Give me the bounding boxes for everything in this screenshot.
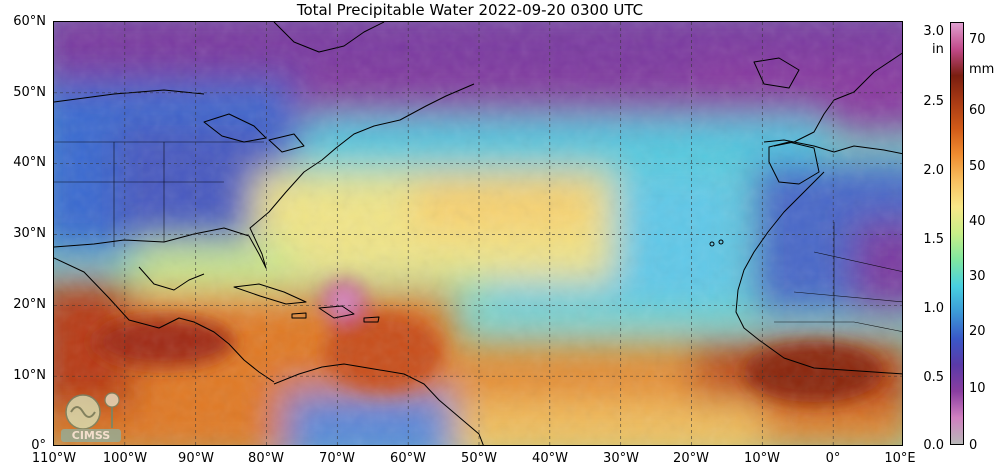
colorbar-in-tick: 0.5 (923, 370, 944, 385)
lon-label-50w: 50°W (461, 451, 497, 466)
colorbar-in-tick: 1.5 (923, 232, 944, 247)
colorbar-in-tick: 3.0 (923, 24, 944, 39)
colorbar-mm-tick: 20 (969, 324, 986, 339)
lon-label-0: 0° (825, 451, 841, 466)
colorbar-unit-mm: mm (969, 62, 995, 77)
lat-label-20n: 20°N (13, 297, 46, 312)
colorbar-unit-in: in (932, 42, 944, 57)
logo-text: CIMSS (72, 429, 111, 442)
map-title: Total Precipitable Water 2022-09-20 0300… (296, 1, 644, 19)
lon-label-90w: 90°W (178, 451, 214, 466)
colorbar-in-tick: 2.5 (923, 94, 944, 109)
lon-label-100w: 100°W (102, 451, 148, 466)
lon-label-70w: 70°W (319, 451, 355, 466)
graticule (54, 22, 902, 445)
coastlines (54, 22, 902, 445)
colorbar (950, 22, 964, 445)
colorbar-in-tick: 0.0 (923, 438, 944, 453)
lon-label-80w: 80°W (248, 451, 284, 466)
lon-label-10e: 10°E (884, 451, 916, 466)
cimss-logo: CIMSS (61, 392, 121, 442)
lon-label-10w: 10°W (744, 451, 780, 466)
colorbar-mm-tick: 0 (969, 438, 978, 453)
map-panel[interactable] (53, 21, 903, 446)
lat-label-10n: 10°N (13, 368, 46, 383)
colorbar-mm-tick: 30 (969, 269, 986, 284)
colorbar-mm-tick: 40 (969, 214, 986, 229)
lat-label-40n: 40°N (13, 155, 46, 170)
lat-label-0: 0° (31, 438, 46, 453)
lat-label-50n: 50°N (13, 85, 46, 100)
precipitable-water-field (54, 22, 902, 445)
lon-label-110w: 110°W (31, 451, 77, 466)
lon-label-30w: 30°W (603, 451, 639, 466)
lat-label-30n: 30°N (13, 226, 46, 241)
colorbar-mm-tick: 50 (969, 159, 986, 174)
colorbar-mm-tick: 70 (969, 32, 986, 47)
lon-label-20w: 20°W (673, 451, 709, 466)
lon-label-40w: 40°W (532, 451, 568, 466)
colorbar-in-tick: 1.0 (923, 301, 944, 316)
lon-label-60w: 60°W (390, 451, 426, 466)
colorbar-in-tick: 2.0 (923, 163, 944, 178)
colorbar-mm-tick: 10 (969, 381, 986, 396)
colorbar-mm-tick: 60 (969, 103, 986, 118)
lat-label-60n: 60°N (13, 14, 46, 29)
